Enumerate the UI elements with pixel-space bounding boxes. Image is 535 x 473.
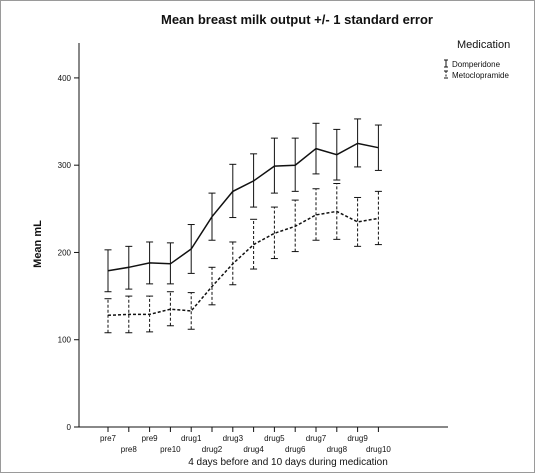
- y-tick-label-1: 100: [58, 336, 72, 345]
- x-tick-label-drug6: drug6: [285, 445, 306, 454]
- x-tick-label-drug1: drug1: [181, 434, 202, 443]
- domperidone-line: [107, 142, 379, 272]
- x-tick-label-pre10: pre10: [160, 445, 181, 454]
- x-tick-label-drug9: drug9: [347, 434, 368, 443]
- x-tick-label-drug5: drug5: [264, 434, 285, 443]
- y-tick-label-0: 0: [67, 423, 72, 432]
- x-tick-label-drug3: drug3: [223, 434, 244, 443]
- legend-label-metoclopramide: Metoclopramide: [452, 71, 509, 80]
- y-tick-label-3: 300: [58, 161, 72, 170]
- x-tick-label-drug4: drug4: [243, 445, 264, 454]
- y-axis-label: Mean mL: [32, 220, 44, 268]
- plot-area: 0 100 200 300 400 pre7 pre8 pre9pre10drug1drug2…: [58, 43, 509, 454]
- legend-label-domperidone: Domperidone: [452, 60, 501, 69]
- x-tick-label-pre9: pre9: [142, 434, 159, 443]
- x-tick-label-pre8: pre8: [121, 445, 138, 454]
- x-tick-label-drug8: drug8: [327, 445, 348, 454]
- x-axis-label: 4 days before and 10 days during medicat…: [188, 457, 388, 468]
- y-tick-label-4: 400: [58, 74, 72, 83]
- metoclopramide-line: [107, 210, 379, 317]
- legend-title: Medication: [457, 39, 510, 51]
- y-tick-label-2: 200: [58, 248, 72, 257]
- x-tick-label-drug2: drug2: [202, 445, 223, 454]
- x-tick-label-drug10: drug10: [366, 445, 391, 454]
- x-tick-label-drug7: drug7: [306, 434, 327, 443]
- x-tick-label-pre7: pre7: [100, 434, 117, 443]
- chart-title: Mean breast milk output +/- 1 standard e…: [161, 12, 433, 27]
